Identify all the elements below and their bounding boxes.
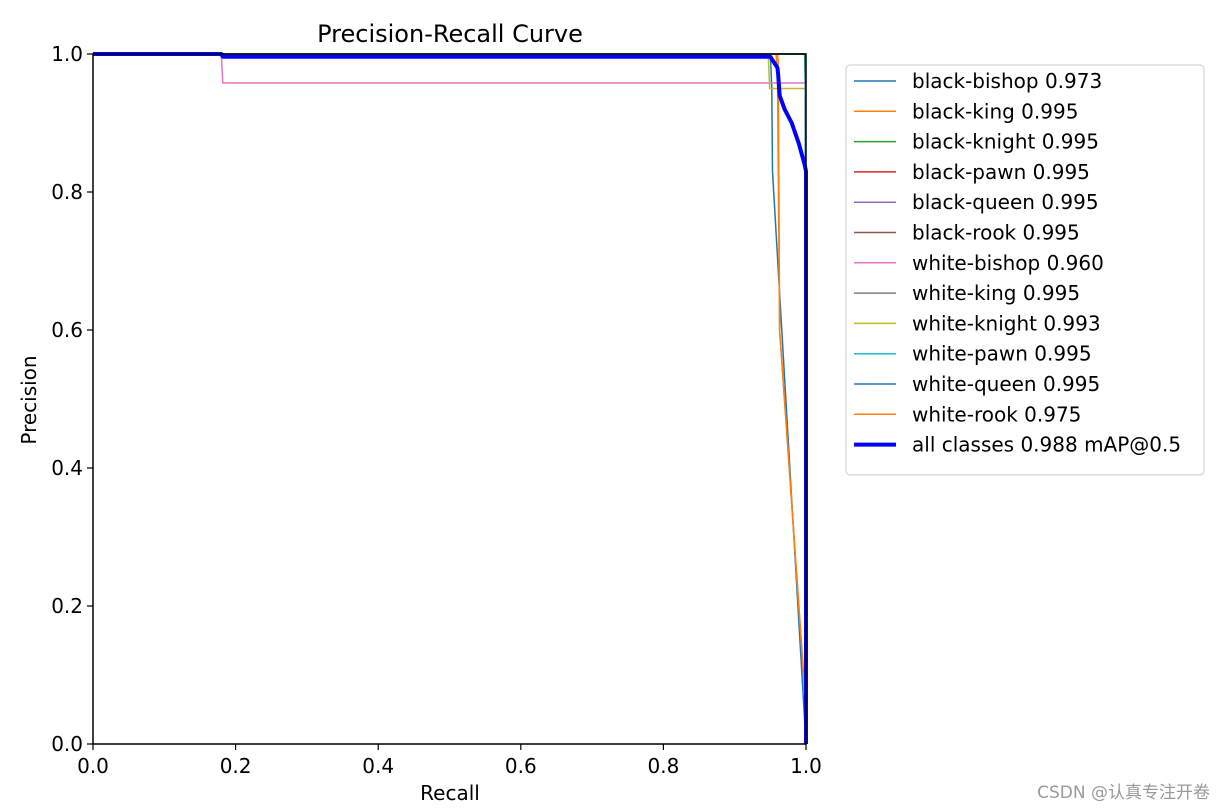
y-tick-label: 0.0 [51, 732, 83, 756]
y-axis-label: Precision [17, 355, 41, 444]
series-line-11 [93, 53, 807, 710]
series-line-5 [93, 53, 807, 745]
y-tick-label: 0.4 [51, 456, 83, 480]
x-axis-ticks: 0.0 0.2 0.4 0.6 0.8 1.0 [77, 744, 822, 778]
y-tick-label: 1.0 [51, 42, 83, 66]
series-line-10 [93, 53, 807, 745]
legend-entry-label: white-rook 0.975 [912, 402, 1081, 426]
legend-entry-label: black-pawn 0.995 [912, 160, 1090, 184]
x-tick-label: 0.4 [362, 754, 394, 778]
series-line-7 [93, 53, 807, 745]
series-line-1 [93, 53, 807, 710]
x-tick-label: 0.0 [77, 754, 109, 778]
series-line-4 [93, 53, 807, 745]
legend-entry-label: white-knight 0.993 [912, 311, 1101, 335]
plot-area [93, 52, 808, 745]
series-line-8 [93, 53, 807, 745]
x-tick-label: 0.2 [220, 754, 252, 778]
watermark: CSDN @认真专注开卷 [1037, 783, 1210, 803]
series-line-2 [93, 53, 807, 745]
legend-entry-label: all classes 0.988 mAP@0.5 [912, 433, 1181, 457]
x-tick-label: 0.6 [505, 754, 537, 778]
y-tick-label: 0.6 [51, 318, 83, 342]
x-axis-label: Recall [420, 781, 480, 805]
legend-entry-label: black-queen 0.995 [912, 190, 1099, 214]
series-line-0 [93, 53, 807, 745]
series-line-6 [93, 53, 807, 745]
x-tick-label: 1.0 [790, 754, 822, 778]
series-line-3 [93, 53, 807, 745]
legend-entry-label: black-bishop 0.973 [912, 69, 1102, 93]
legend: black-bishop 0.973 black-king 0.995 black-… [845, 64, 1205, 476]
legend-entry-label: black-knight 0.995 [912, 130, 1099, 154]
legend-box [845, 64, 1205, 476]
x-tick-label: 0.8 [647, 754, 679, 778]
legend-entry-label: white-pawn 0.995 [912, 342, 1092, 366]
legend-entry-label: white-bishop 0.960 [912, 251, 1104, 275]
series-line-12 [93, 52, 808, 744]
legend-entry-label: black-rook 0.995 [912, 221, 1080, 245]
series-line-9 [93, 53, 807, 745]
legend-entry-label: black-king 0.995 [912, 99, 1078, 123]
legend-entry-label: white-king 0.995 [912, 281, 1080, 305]
legend-entry-label: white-queen 0.995 [912, 372, 1100, 396]
plot-frame [92, 53, 807, 745]
chart-title: Precision-Recall Curve [317, 20, 583, 48]
y-tick-label: 0.8 [51, 180, 83, 204]
y-tick-label: 0.2 [51, 594, 83, 618]
y-axis-ticks: 0.0 0.2 0.4 0.6 0.8 1.0 [51, 42, 93, 756]
